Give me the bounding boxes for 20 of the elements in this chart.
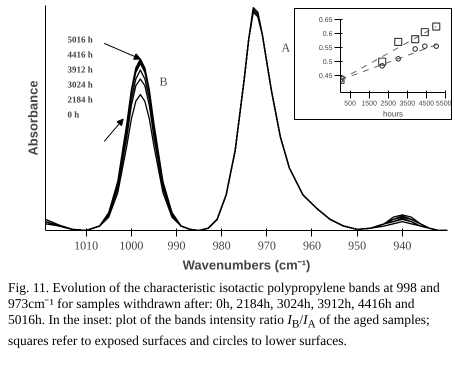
- annotation: B: [160, 74, 168, 88]
- x-tick-label: 940: [393, 238, 412, 252]
- x-tick-label: 970: [258, 238, 276, 252]
- annotation: 3912 h: [68, 64, 93, 74]
- annotation: 5016 h: [68, 34, 93, 44]
- annotation: 4416 h: [68, 50, 93, 60]
- annotation: 0 h: [68, 110, 80, 120]
- annotation: A: [282, 40, 290, 54]
- x-axis-title: Wavenumbers (cm⁻¹): [182, 258, 310, 272]
- x-tick-label: 980: [212, 238, 231, 252]
- annotation: 3024 h: [68, 80, 93, 90]
- annotation: 2184 h: [68, 94, 93, 104]
- x-tick-label: 1000: [119, 238, 144, 252]
- x-tick-label: 950: [348, 238, 366, 252]
- x-tick-label: 1010: [74, 238, 98, 252]
- x-tick-label: 990: [167, 238, 186, 252]
- x-tick-label: 960: [302, 238, 321, 252]
- text: Fig. 11. Evolution of the characteristic isotactic polypropylene bands at 998 and 973cm⁻¹ for samples withdrawn after: 0h, 2184h, 3024h, 3912h, 4416h and 5016h. In the inset: plot of the bands intensity ratio I$_{B}$/I$_{A}$ of the aged samples; squares refer to exposed surfaces and circles to lower surfaces.: [8, 280, 440, 348]
- x-axis-title: hours: [382, 110, 404, 118]
- y-axis-title: Absorbance: [26, 80, 40, 156]
